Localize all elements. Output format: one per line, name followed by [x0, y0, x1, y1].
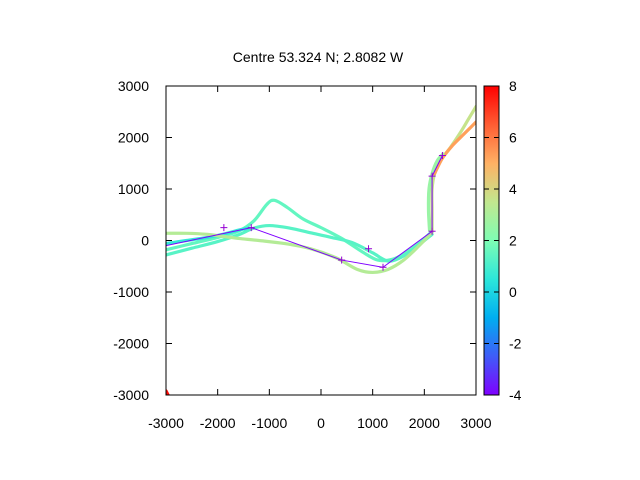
y-tick-label-5: -2000	[113, 336, 149, 352]
colorbar-tick-label-3: 2	[509, 233, 517, 249]
colorbar-axis: 8 6 4 2 0 -2 -4	[484, 78, 522, 403]
x-tick-label-2: -1000	[251, 415, 287, 431]
y-axis: 3000 2000 1000 0 -1000 -2000 -3000	[113, 78, 476, 403]
marker-4	[379, 263, 387, 271]
track-6	[426, 152, 445, 232]
marker-0	[220, 224, 228, 232]
path-layer	[166, 155, 443, 268]
colorbar-tick-label-4: 0	[509, 284, 517, 300]
y-tick-label-0: 3000	[118, 78, 149, 94]
marker-7	[438, 152, 446, 160]
y-tick-label-3: 0	[141, 233, 149, 249]
x-tick-label-5: 2000	[409, 415, 440, 431]
track-5	[433, 120, 476, 176]
x-tick-label-0: -3000	[148, 415, 184, 431]
marker-1	[247, 224, 255, 232]
colorbar-tick-label-5: -2	[509, 336, 522, 352]
chart-title: Centre 53.324 N; 2.8082 W	[233, 49, 404, 65]
marker-5	[428, 227, 436, 235]
plot-frame	[165, 85, 477, 396]
y-tick-label-4: -1000	[113, 284, 149, 300]
colorbar-tick-label-6: -4	[509, 387, 522, 403]
track-1	[166, 223, 434, 263]
y-tick-label-6: -3000	[113, 387, 149, 403]
marker-2	[338, 256, 346, 264]
colorbar-tick-label-1: 6	[509, 130, 517, 146]
y-tick-label-2: 1000	[118, 181, 149, 197]
x-tick-label-6: 3000	[460, 415, 491, 431]
marker-3	[365, 245, 373, 253]
x-axis: -3000 -2000 -1000 0 1000 2000 3000	[148, 86, 492, 431]
colorbar-tick-label-0: 8	[509, 78, 517, 94]
marker-6	[428, 172, 436, 180]
x-tick-label-1: -2000	[200, 415, 236, 431]
x-tick-label-3: 0	[317, 415, 325, 431]
markers-layer	[220, 152, 446, 271]
colorbar-tick-label-2: 4	[509, 181, 517, 197]
y-tick-label-1: 2000	[118, 130, 149, 146]
x-tick-label-4: 1000	[357, 415, 388, 431]
tracks-layer	[166, 105, 476, 395]
reference-path	[166, 155, 443, 268]
